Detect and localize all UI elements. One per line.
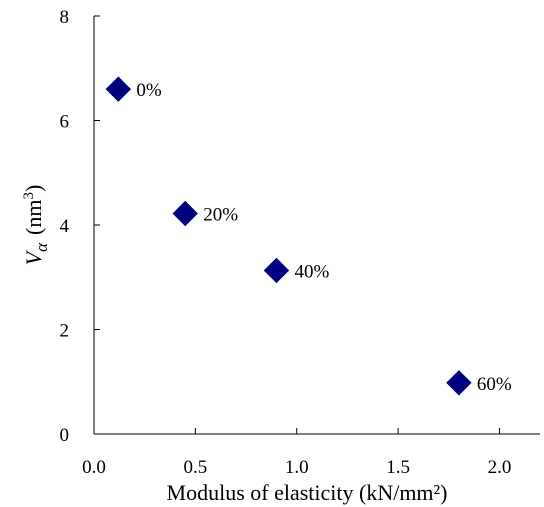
data-point-label: 60% xyxy=(477,374,512,395)
x-tick-label: 2.0 xyxy=(488,457,512,478)
x-tick-label: 0.5 xyxy=(183,457,207,478)
y-axis-label-symbol: V xyxy=(21,249,46,265)
y-axis-label-unit-open: (nm xyxy=(21,199,46,234)
x-axis-label: Modulus of elasticity (kN/mm²) xyxy=(167,480,448,505)
y-tick-label: 0 xyxy=(60,425,70,446)
y-tick-label: 2 xyxy=(60,321,70,342)
x-tick-label: 0.0 xyxy=(82,457,106,478)
data-point-label: 0% xyxy=(136,80,162,101)
y-tick-label: 6 xyxy=(60,112,70,133)
data-point-marker xyxy=(172,200,198,227)
y-axis-label-subscript: α xyxy=(32,242,51,252)
data-point-marker xyxy=(263,257,290,284)
x-ticks: 0.0 0.5 1.0 1.5 2.0 xyxy=(82,428,511,478)
y-axis-label: Vα (nm3) xyxy=(21,185,51,266)
data-point-marker xyxy=(446,370,472,396)
data-point-label: 20% xyxy=(203,205,238,226)
data-points xyxy=(105,76,472,396)
axes xyxy=(93,16,540,435)
y-tick-label: 8 xyxy=(60,7,70,28)
x-tick-label: 1.5 xyxy=(386,457,410,478)
y-ticks: 0 2 4 6 8 xyxy=(60,7,100,446)
data-point-label: 40% xyxy=(294,261,329,282)
y-axis-label-unit-sup: 3 xyxy=(21,192,37,200)
x-tick-label: 1.0 xyxy=(285,457,309,478)
data-point-labels: 0% 20% 40% 60% xyxy=(136,80,512,395)
data-point-marker xyxy=(105,76,132,102)
y-axis-label-unit-close: ) xyxy=(21,185,46,192)
y-tick-label: 4 xyxy=(60,216,70,237)
